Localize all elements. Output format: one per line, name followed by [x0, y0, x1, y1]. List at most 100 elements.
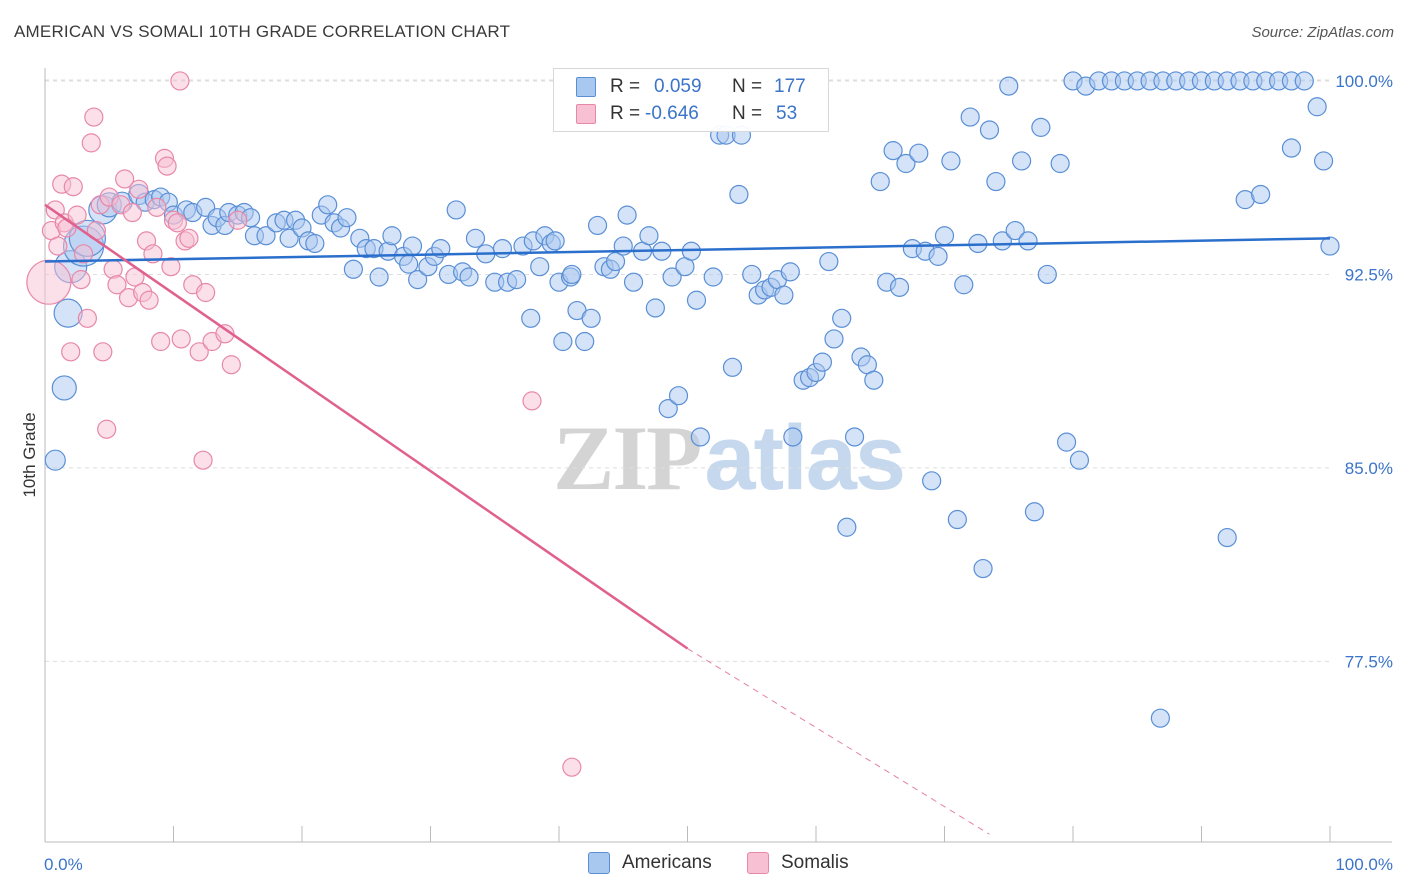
legend-r-value: -0.646 — [645, 103, 699, 124]
somalis-point — [63, 177, 83, 197]
legend-n-label: N = — [732, 76, 763, 97]
americans-point — [837, 517, 857, 537]
americans-point — [722, 357, 743, 377]
series-somalis — [26, 71, 582, 777]
americans-point — [51, 375, 77, 401]
somalis-point — [115, 169, 135, 189]
americans-point — [318, 195, 338, 215]
bottom-legend-somalis[interactable]: Somalis — [747, 852, 849, 874]
americans-point — [922, 471, 942, 491]
americans-point — [1050, 153, 1070, 174]
somalis-point — [77, 308, 98, 328]
americans-point — [690, 427, 710, 447]
somalis-point — [107, 275, 127, 295]
tick-labels: 100.0% 92.5% 85.0% 77.5% 0.0% 100.0% — [44, 72, 1393, 874]
somalis-point — [157, 156, 177, 176]
americans-point — [645, 298, 665, 318]
americans-point — [668, 386, 689, 406]
legend-swatch-americans — [576, 77, 596, 97]
americans-point — [819, 251, 839, 272]
americans-point — [446, 200, 466, 220]
americans-point — [1320, 236, 1340, 256]
americans-point — [774, 285, 794, 305]
bottom-legend-swatch-somalis — [747, 852, 769, 874]
legend-n-value: 53 — [776, 103, 798, 124]
americans-point — [883, 141, 903, 161]
americans-point — [832, 308, 852, 328]
americans-point — [1024, 502, 1045, 522]
americans-point — [279, 228, 299, 248]
americans-point — [824, 329, 844, 349]
legend-row-somalis: R = -0.646 N = 53 — [554, 101, 828, 127]
somalis-point — [93, 342, 113, 362]
americans-point — [973, 558, 993, 579]
americans-point — [562, 264, 582, 285]
americans-point — [605, 251, 626, 272]
somalis-point — [26, 259, 72, 305]
americans-point — [783, 427, 803, 447]
somalis-point — [193, 450, 213, 470]
americans-point — [575, 331, 595, 352]
somalis-point — [228, 210, 248, 230]
americans-point — [703, 267, 723, 287]
americans-point — [979, 120, 1000, 140]
americans-point — [1281, 138, 1302, 158]
americans-point — [1294, 71, 1314, 91]
americans-point — [729, 184, 749, 205]
y-tick-label: 92.5% — [1345, 265, 1393, 284]
bottom-legend-americans[interactable]: Americans — [588, 852, 712, 874]
americans-point — [896, 153, 916, 174]
americans-point — [889, 277, 910, 297]
americans-point — [465, 228, 486, 248]
americans-point — [909, 143, 929, 163]
americans-point — [947, 509, 967, 530]
americans-point — [44, 449, 66, 471]
somalis-point — [170, 71, 190, 91]
somalis-trend-line — [44, 203, 689, 650]
americans-point — [408, 270, 428, 290]
americans-point — [530, 257, 550, 277]
x-tick-label-right: 100.0% — [1335, 855, 1393, 874]
americans-point — [1313, 151, 1334, 171]
americans-point — [459, 267, 479, 287]
americans-point — [870, 171, 890, 192]
americans-point — [844, 427, 865, 447]
chart-source: Source: ZipAtlas.com — [1251, 24, 1394, 41]
americans-point — [986, 171, 1006, 192]
y-tick-label: 100.0% — [1335, 72, 1393, 91]
americans-point — [305, 233, 325, 254]
americans-point — [662, 267, 682, 287]
legend: R = 0.059 N = 177 R = -0.646 N = 53 — [553, 68, 829, 132]
americans-point — [639, 226, 659, 246]
bottom-legend-swatch-americans — [588, 852, 610, 874]
somalis-point — [122, 202, 142, 223]
americans-point — [864, 370, 884, 390]
americans-point — [617, 205, 637, 225]
americans-point — [742, 264, 762, 285]
americans-point — [369, 267, 389, 287]
somalis-point — [97, 419, 117, 439]
americans-point — [812, 352, 833, 372]
somalis-point — [129, 179, 149, 199]
americans-point — [402, 236, 423, 256]
americans-point — [1056, 432, 1077, 452]
americans-point — [506, 270, 527, 290]
americans-point — [1217, 527, 1237, 548]
trend-lines — [44, 203, 1331, 835]
somalis-point — [71, 270, 91, 290]
somalis-point — [189, 342, 209, 362]
americans-point — [53, 298, 83, 328]
americans-point — [256, 226, 276, 246]
americans-point — [954, 275, 974, 295]
somalis-point — [147, 197, 167, 217]
chart-title: AMERICAN VS SOMALI 10TH GRADE CORRELATIO… — [14, 22, 511, 41]
somalis-point — [196, 282, 216, 303]
americans-point — [1150, 708, 1170, 728]
somalis-point — [84, 107, 104, 127]
bottom-legend-label: Somalis — [781, 852, 849, 873]
somalis-point — [139, 290, 159, 310]
americans-point — [337, 208, 357, 228]
americans-point — [999, 76, 1019, 96]
americans-point — [780, 262, 800, 282]
somalis-point — [179, 228, 199, 248]
